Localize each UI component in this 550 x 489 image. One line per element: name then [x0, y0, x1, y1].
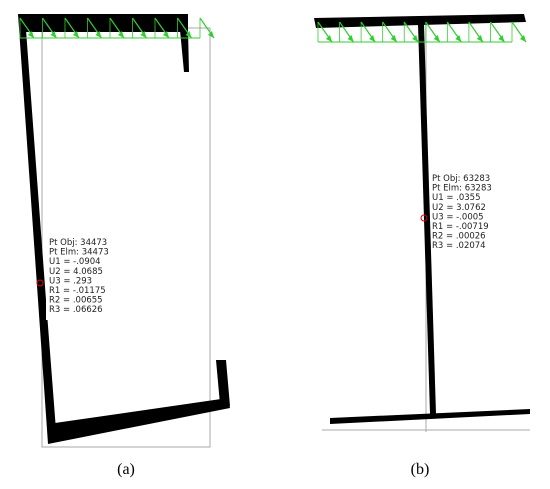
bottom-flange	[330, 409, 530, 424]
info-line: R3 = .02074	[432, 241, 486, 251]
info-line: Pt Obj: 34473	[49, 238, 107, 248]
info-line: R2 = .00655	[49, 296, 103, 306]
info-line: R1 = -.01175	[49, 286, 106, 296]
info-line: U3 = .293	[49, 276, 92, 286]
top-flange	[314, 14, 526, 28]
panel-label: (a)	[117, 461, 135, 478]
info-line: R1 = -.00719	[432, 222, 489, 232]
bottom-lip	[216, 360, 230, 406]
arrow-head	[73, 31, 79, 38]
arrow-head	[369, 35, 376, 42]
arrow-head	[520, 35, 526, 42]
arrow-head	[412, 35, 419, 42]
arrow-head	[390, 35, 397, 42]
bottom-flange	[48, 398, 230, 444]
info-line: R2 = .00026	[432, 232, 486, 242]
probe-point	[36, 279, 44, 287]
info-line: U1 = -.0904	[49, 257, 101, 267]
arrow-head	[163, 31, 169, 38]
web	[18, 14, 56, 444]
arrow-head	[50, 31, 57, 38]
info-line: U2 = 4.0685	[49, 267, 103, 277]
arrow-head	[185, 31, 192, 38]
arrow-head	[208, 31, 214, 38]
load-arrows	[317, 21, 527, 43]
info-line: U1 = .0355	[432, 193, 481, 203]
info-line: U2 = 3.0762	[432, 203, 486, 213]
info-line: Pt Elm: 63283	[432, 184, 492, 194]
arrow-head	[455, 35, 462, 42]
probe-point	[420, 214, 428, 222]
arrow-head	[326, 35, 332, 42]
info-background	[46, 236, 104, 320]
load-arrows	[19, 17, 215, 39]
arrow-head	[28, 31, 34, 38]
panel-label: (b)	[411, 461, 430, 478]
arrow-head	[140, 31, 147, 38]
arrow-head	[498, 35, 505, 42]
info-line: R3 = .06626	[49, 305, 103, 315]
arrow-head	[95, 31, 102, 38]
info-line: Pt Elm: 34473	[49, 248, 109, 258]
arrow-head	[347, 35, 354, 42]
arrow-head	[118, 31, 124, 38]
top-lip	[180, 30, 189, 72]
info-line: Pt Obj: 63283	[432, 174, 490, 184]
info-line: U3 = -.0005	[432, 212, 484, 222]
top-flange	[18, 14, 188, 32]
arrow-head	[476, 35, 483, 42]
arrow-head	[433, 35, 440, 42]
